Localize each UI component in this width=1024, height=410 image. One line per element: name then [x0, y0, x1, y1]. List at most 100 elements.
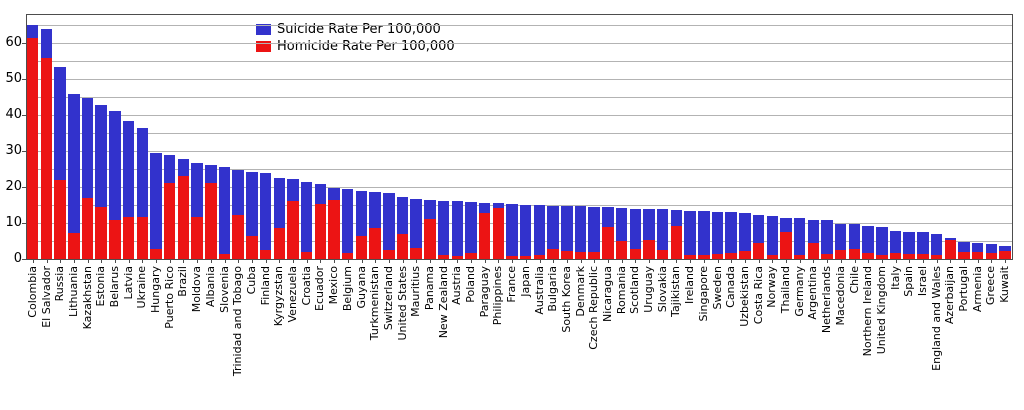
bar-norway [766, 216, 778, 259]
bar-segment-suicide [177, 159, 190, 176]
x-axis-label: Kazakhstan [80, 266, 94, 330]
x-axis-label: Greece [984, 266, 998, 306]
bar-segment-suicide [383, 192, 395, 250]
bar-segment-homicide [903, 254, 915, 259]
bar-segment-homicide [287, 201, 299, 259]
x-axis-label: Singapore [696, 266, 710, 322]
x-axis-label: Lithuania [66, 266, 80, 317]
bar-poland [465, 201, 477, 259]
bar-moldova [191, 162, 203, 259]
x-axis-tick [251, 259, 253, 263]
x-axis-tick [443, 259, 445, 263]
bar-segment-suicide [246, 171, 258, 237]
bar-segment-suicide [218, 166, 231, 255]
x-axis-label: Netherlands [820, 266, 834, 334]
bar-armenia [971, 242, 984, 259]
x-axis-tick [87, 259, 89, 263]
bar-costa-rica [752, 215, 765, 259]
bar-segment-homicide [971, 252, 984, 259]
bar-segment-suicide [643, 208, 655, 240]
x-axis-tick [991, 259, 993, 263]
bar-segment-homicide [876, 255, 888, 259]
bar-turkmenistan [369, 191, 381, 259]
x-axis-tick [799, 259, 801, 263]
bar-segment-suicide [81, 97, 94, 198]
gridline [26, 24, 1012, 26]
bar-ukraine [136, 127, 149, 259]
gridline [26, 96, 1012, 98]
bar-segment-homicide [437, 255, 450, 259]
x-axis-tick [238, 259, 240, 263]
bar-segment-suicide [670, 209, 683, 226]
bar-latvia [122, 120, 135, 259]
x-axis-label: France [505, 266, 519, 303]
x-axis-tick [498, 259, 500, 263]
x-axis-label: Belarus [108, 266, 121, 308]
x-axis-label: Hungary [149, 266, 163, 313]
bar-segment-suicide [191, 162, 203, 218]
bar-united-kingdom [876, 227, 888, 259]
x-axis-label: Poland [464, 266, 478, 303]
bar-segment-homicide [930, 255, 943, 259]
bar-segment-suicide [68, 94, 80, 233]
bar-macedonia [834, 223, 847, 259]
y-axis-tick-label: 0 [13, 251, 22, 266]
x-axis-tick [977, 259, 979, 263]
bar-segment-homicide [985, 253, 998, 259]
bar-segment-homicide [136, 216, 149, 259]
bar-russia [54, 66, 66, 259]
bar-paraguay [478, 202, 491, 259]
bar-segment-homicide [944, 239, 956, 259]
bar-segment-suicide [862, 225, 874, 254]
bar-segment-homicide [492, 208, 505, 259]
x-axis-tick [703, 259, 705, 263]
bar-segment-homicide [588, 251, 600, 259]
bar-segment-homicide [328, 200, 340, 259]
bar-germany [793, 217, 806, 259]
x-axis-label: Latvia [121, 266, 135, 300]
legend: Suicide Rate Per 100,000 Homicide Rate P… [256, 21, 455, 55]
bar-segment-suicide [506, 204, 518, 257]
x-axis-label: Argentina [806, 266, 820, 320]
x-axis-label: Armenia [970, 266, 984, 313]
bar-switzerland [383, 192, 395, 259]
gridline [26, 132, 1012, 134]
x-axis-label: United Kingdom [874, 266, 888, 355]
bar-slovakia [656, 209, 669, 259]
x-axis-label: Thailand [779, 266, 793, 314]
x-axis-tick [950, 259, 952, 263]
x-axis-label: Kyrgyzstan [272, 266, 286, 327]
bar-segment-suicide [150, 153, 162, 249]
x-axis-tick [156, 259, 158, 263]
bar-segment-suicide [985, 243, 998, 254]
x-axis-tick [744, 259, 746, 263]
legend-item-homicide: Homicide Rate Per 100,000 [256, 38, 455, 55]
bar-segment-homicide [547, 249, 559, 259]
x-axis-tick [854, 259, 856, 263]
bar-segment-suicide [328, 188, 340, 201]
x-axis-tick [402, 259, 404, 263]
x-axis-label: Scotland [628, 266, 642, 314]
bar-segment-suicide [615, 208, 628, 242]
y-axis-tick-label: 30 [5, 142, 22, 158]
bar-segment-suicide [163, 154, 176, 184]
bar-australia [533, 205, 546, 259]
bar-segment-suicide [205, 164, 217, 183]
bar-segment-suicide [369, 191, 381, 228]
x-axis-tick [388, 259, 390, 263]
bar-segment-suicide [341, 189, 354, 253]
bar-segment-homicide [643, 239, 655, 259]
x-axis-tick [73, 259, 75, 263]
y-axis-tick [22, 259, 26, 260]
bar-segment-homicide [670, 225, 683, 259]
bar-estonia [95, 104, 107, 259]
x-axis-label: Romania [614, 266, 628, 315]
bar-segment-homicide [478, 213, 491, 259]
bar-segment-homicide [341, 252, 354, 259]
bar-segment-suicide [259, 173, 272, 251]
bar-segment-homicide [862, 253, 874, 259]
x-axis-label: Uzbekistan [737, 266, 751, 327]
bar-segment-homicide [725, 252, 737, 259]
bar-segment-homicide [684, 255, 696, 259]
bar-segment-homicide [520, 256, 532, 259]
